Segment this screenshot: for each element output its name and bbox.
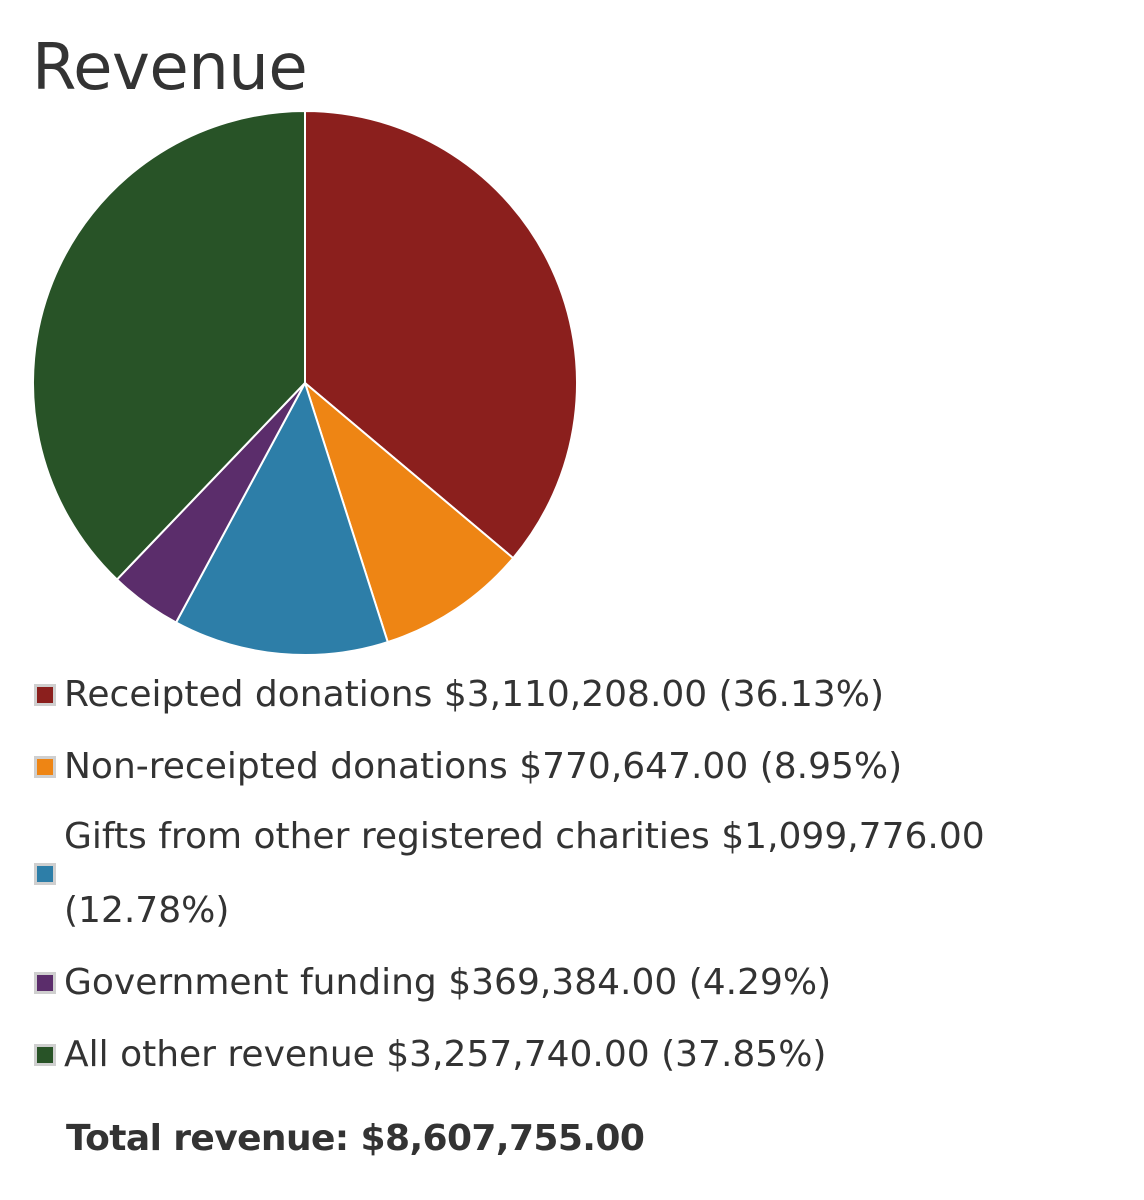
legend-item-government-funding: Government funding $369,384.00 (4.29%) (34, 946, 831, 1020)
legend-label-non-receipted-donations: Non-receipted donations $770,647.00 (8.9… (64, 730, 902, 804)
total-value: $8,607,755.00 (360, 1118, 645, 1159)
legend-percent: (37.85%) (661, 1034, 827, 1075)
legend-percent: (12.78%) (64, 890, 230, 931)
pie-slice-non-receipted-donations (304, 382, 515, 644)
legend-amount: $369,384.00 (448, 962, 678, 1003)
legend-swatch-government-funding (34, 972, 56, 994)
pie-slice-receipted-donations (304, 110, 579, 560)
legend-swatch-non-receipted-donations (34, 756, 56, 778)
legend-swatch-gifts-from-charities (34, 863, 56, 885)
legend-percent: (4.29%) (688, 962, 832, 1003)
legend-label-gifts-from-charities: Gifts from other registered charities $1… (64, 800, 1104, 948)
total-label: Total revenue: (66, 1118, 349, 1159)
pie-slice-all-other-revenue (32, 110, 306, 581)
revenue-pie-chart (32, 110, 579, 656)
legend-label: Government funding (64, 962, 437, 1003)
legend-item-all-other-revenue: All other revenue $3,257,740.00 (37.85%) (34, 1018, 826, 1092)
total-revenue: Total revenue: $8,607,755.00 (66, 1118, 645, 1159)
legend-swatch-all-other-revenue (34, 1044, 56, 1066)
chart-title: Revenue (32, 31, 308, 105)
legend-percent: (36.13%) (718, 674, 885, 715)
legend-percent: (8.95%) (759, 746, 903, 787)
legend-item-non-receipted-donations: Non-receipted donations $770,647.00 (8.9… (34, 730, 902, 804)
pie-slice-gifts-from-charities (175, 382, 389, 656)
legend-label: Receipted donations (64, 674, 433, 715)
legend-label-all-other-revenue: All other revenue $3,257,740.00 (37.85%) (64, 1018, 826, 1092)
legend-label-government-funding: Government funding $369,384.00 (4.29%) (64, 946, 831, 1020)
legend-label: Non-receipted donations (64, 746, 508, 787)
legend-amount: $3,110,208.00 (443, 674, 708, 715)
legend-amount: $770,647.00 (519, 746, 749, 787)
legend-swatch-receipted-donations (34, 684, 56, 706)
legend-amount: $1,099,776.00 (721, 816, 985, 857)
legend-label: Gifts from other registered charities (64, 816, 710, 857)
legend-label: All other revenue (64, 1034, 375, 1075)
legend-label-receipted-donations: Receipted donations $3,110,208.00 (36.13… (64, 658, 884, 732)
legend-amount: $3,257,740.00 (386, 1034, 650, 1075)
legend-item-receipted-donations: Receipted donations $3,110,208.00 (36.13… (34, 658, 884, 732)
legend-item-gifts-from-charities: Gifts from other registered charities $1… (34, 800, 1104, 948)
